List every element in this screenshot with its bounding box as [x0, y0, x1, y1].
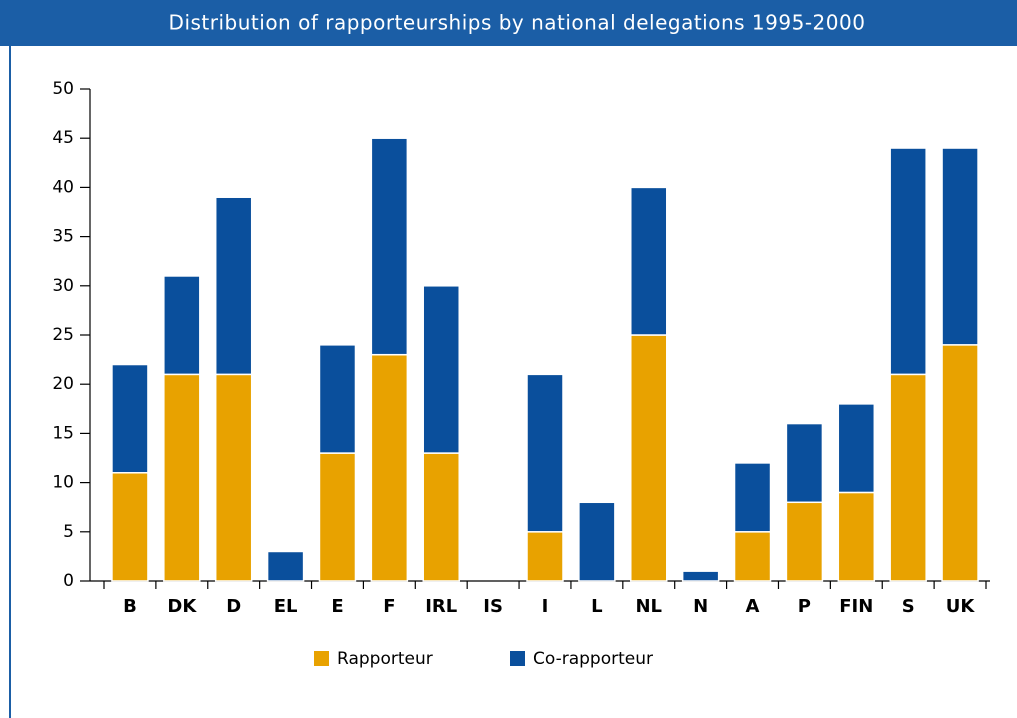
bar-segment	[111, 363, 149, 474]
y-tick-label: 20	[52, 374, 74, 394]
header-bar	[0, 0, 1017, 46]
bar-segment	[526, 373, 564, 533]
bar-segment	[111, 472, 149, 582]
legend-label: Rapporteur	[337, 649, 433, 669]
y-tick-label: 50	[52, 79, 74, 99]
y-tick-label: 15	[52, 423, 74, 443]
bar-segment	[318, 452, 357, 582]
bar-segment	[370, 353, 409, 582]
x-tick-label: N	[693, 596, 708, 617]
x-tick-label: F	[383, 596, 395, 617]
left-border	[9, 0, 11, 718]
bar-segment	[370, 137, 409, 356]
bar-segment	[318, 344, 357, 454]
legend-label: Co-rapporteur	[533, 649, 653, 669]
x-tick-label: EL	[274, 596, 298, 617]
x-tick-label: UK	[946, 596, 976, 617]
x-tick-label: DK	[167, 596, 197, 617]
x-tick-label: D	[226, 596, 241, 617]
bar-segment	[163, 275, 201, 376]
bar-segment	[422, 285, 460, 454]
x-tick-label: IS	[483, 596, 503, 617]
bar-segment	[941, 147, 979, 346]
x-tick-label: A	[746, 596, 760, 617]
y-tick-label: 10	[52, 473, 74, 493]
bar-segment	[889, 147, 927, 376]
chart-title: Distribution of rapporteurships by natio…	[169, 11, 866, 35]
bar-segment	[733, 531, 772, 582]
bar-segment	[214, 196, 253, 376]
x-tick-label: NL	[635, 596, 662, 617]
bar-segment	[837, 491, 876, 582]
bar-segment	[889, 373, 927, 582]
bar-segment	[785, 501, 824, 582]
bar-segment	[526, 531, 564, 582]
x-tick-label: L	[591, 596, 602, 617]
y-tick-label: 0	[63, 571, 74, 591]
bar-segment	[837, 403, 876, 494]
x-tick-label: E	[331, 596, 343, 617]
y-tick-label: 25	[52, 325, 74, 345]
y-tick-label: 40	[52, 177, 74, 197]
bar-segment	[681, 570, 720, 582]
bar-segment	[941, 344, 979, 582]
y-tick-label: 45	[52, 128, 74, 148]
bar-segment	[785, 422, 824, 504]
bar-segment	[214, 373, 253, 582]
y-tick-label: 5	[63, 522, 74, 542]
bar-segment	[266, 550, 305, 582]
bar-segment	[578, 501, 616, 582]
legend-swatch	[314, 651, 329, 666]
bar-segment	[733, 462, 772, 533]
y-tick-label: 35	[52, 227, 74, 247]
bar-segment	[630, 186, 668, 336]
x-tick-label: B	[123, 596, 137, 617]
x-tick-label: FIN	[839, 596, 873, 617]
bar-segment	[630, 334, 668, 582]
bar-segment	[163, 373, 201, 582]
y-tick-label: 30	[52, 276, 74, 296]
x-tick-label: P	[798, 596, 811, 617]
x-tick-label: IRL	[425, 596, 457, 617]
legend-swatch	[510, 651, 525, 666]
x-tick-label: I	[542, 596, 549, 617]
bar-segment	[422, 452, 460, 582]
x-tick-label: S	[902, 596, 915, 617]
